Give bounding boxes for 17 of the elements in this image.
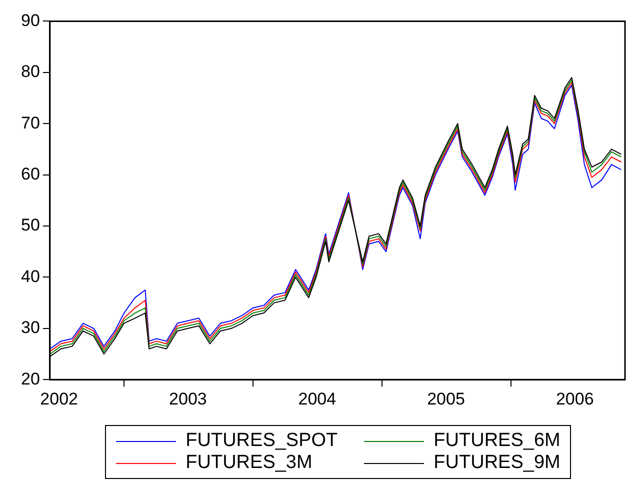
legend-label: FUTURES_SPOT [186,430,338,452]
y-tick-label: 30 [20,318,40,338]
x-tick-label: 2003 [169,389,207,408]
x-tick-label: 2005 [427,389,465,408]
y-tick-label: 20 [20,369,40,388]
y-tick-label: 90 [20,10,40,30]
y-tick-label: 40 [20,266,40,286]
legend-label: FUTURES_9M [434,452,560,474]
y-tick-label: 60 [20,164,40,184]
y-tick-label: 70 [20,113,40,132]
y-tick-label: 50 [20,216,40,235]
legend-label: FUTURES_6M [434,430,560,452]
legend-label: FUTURES_3M [186,452,312,474]
x-tick-label: 2002 [40,389,78,408]
y-tick-label: 80 [20,62,40,82]
x-tick-label: 2004 [298,389,336,408]
x-tick-label: 2006 [556,389,594,408]
